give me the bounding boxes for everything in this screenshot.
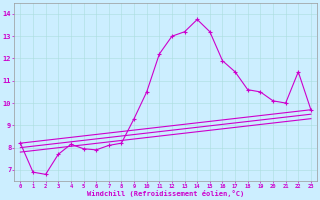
X-axis label: Windchill (Refroidissement éolien,°C): Windchill (Refroidissement éolien,°C) (87, 190, 244, 197)
